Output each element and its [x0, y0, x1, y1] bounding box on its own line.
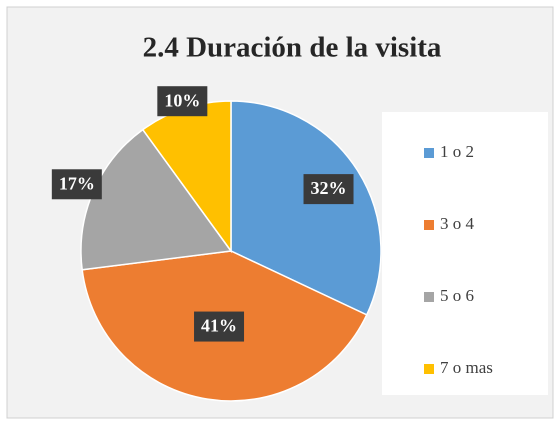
- data-label-box: [157, 86, 208, 117]
- legend-text: 5 o 6: [440, 286, 474, 305]
- legend-text: 7 o mas: [440, 358, 493, 377]
- legend-text: 3 o 4: [440, 214, 475, 233]
- data-label: 17%: [59, 173, 95, 193]
- data-label: 41%: [201, 316, 237, 336]
- legend-swatch: [424, 364, 434, 374]
- data-label-box: [303, 174, 354, 205]
- legend-box: [382, 112, 548, 395]
- legend-swatch: [424, 148, 434, 158]
- data-label-box: [194, 311, 245, 342]
- legend-swatch: [424, 220, 434, 230]
- data-label: 32%: [311, 178, 347, 198]
- legend-text: 1 o 2: [440, 142, 474, 161]
- data-label: 10%: [164, 90, 200, 110]
- legend-swatch: [424, 292, 434, 302]
- data-label-box: [51, 169, 102, 200]
- chart-title: 2.4 Duración de la visita: [143, 32, 442, 64]
- pie-slice: [230, 100, 382, 316]
